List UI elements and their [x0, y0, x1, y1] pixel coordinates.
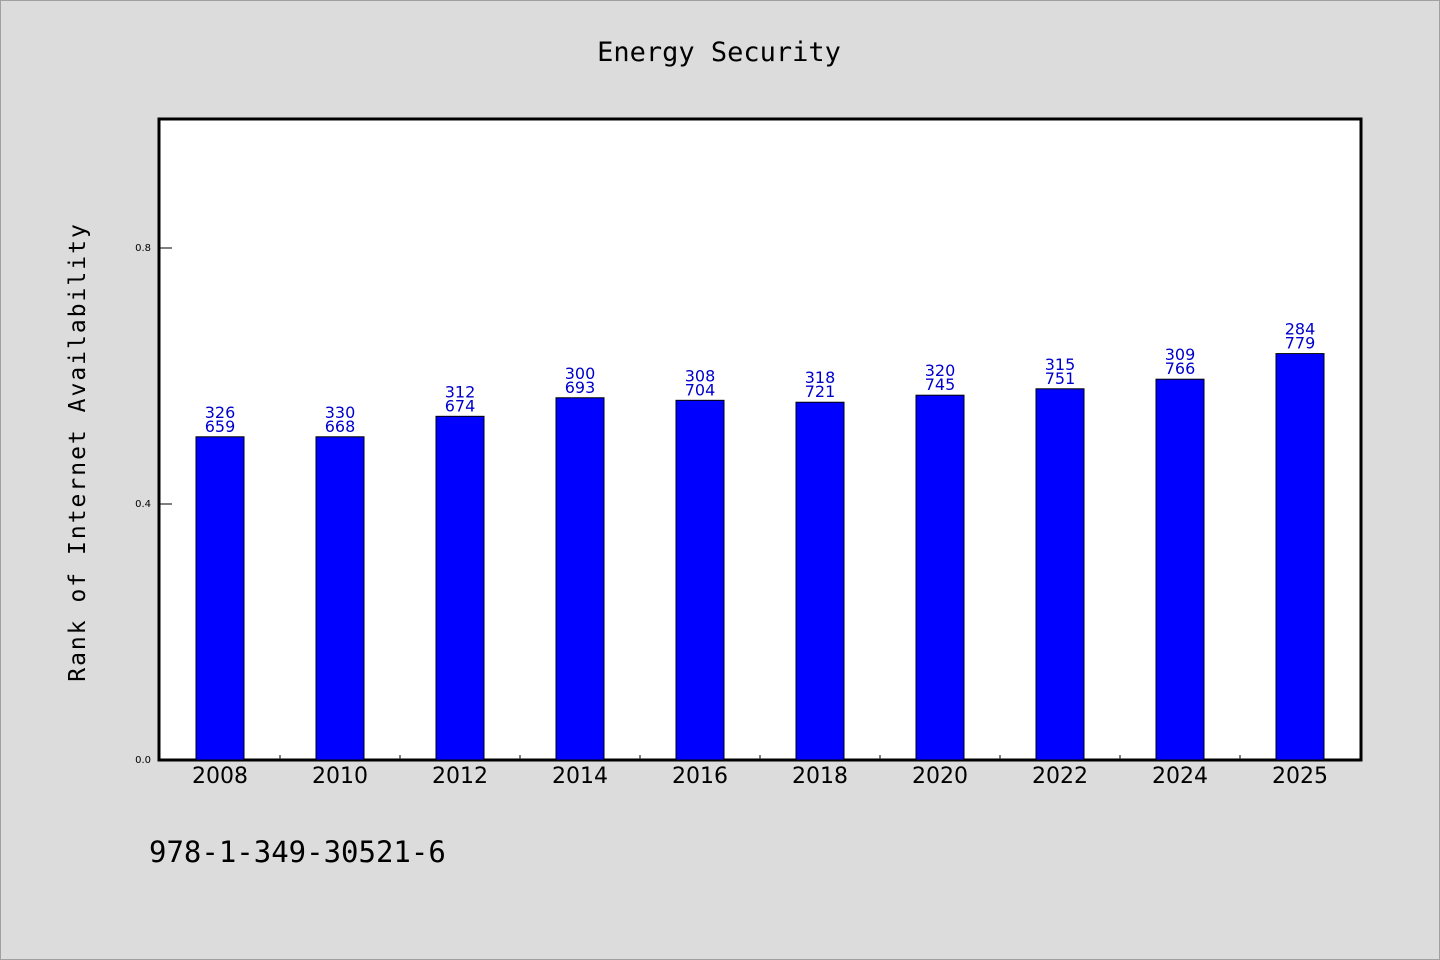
bar-label-top-2012: 312: [445, 382, 476, 401]
bar-label-top-2010: 330: [325, 403, 356, 422]
bar-label-bottom-2008: 659: [205, 417, 236, 436]
x-tick-label-2016: 2016: [672, 764, 728, 789]
bar-2024: [1155, 378, 1205, 761]
x-tick-label-2024: 2024: [1152, 764, 1208, 789]
x-tick-label-2014: 2014: [552, 764, 608, 789]
bar-2008: [195, 436, 245, 761]
bar-label-top-2024: 309: [1165, 345, 1196, 364]
bar-2016: [675, 399, 725, 761]
bar-label-bottom-2012: 674: [445, 396, 476, 415]
bar-label-bottom-2014: 693: [565, 378, 596, 397]
bar-2010: [315, 436, 365, 761]
y-tick-label: 0.0: [135, 755, 151, 766]
bar-label-bottom-2016: 704: [685, 380, 716, 399]
bar-2012: [435, 415, 485, 761]
bar-label-top-2022: 315: [1045, 355, 1076, 374]
bar-label-bottom-2022: 751: [1045, 369, 1076, 388]
x-tick-label-2022: 2022: [1032, 764, 1088, 789]
bar-label-top-2025: 284: [1285, 320, 1316, 339]
bar-2014: [555, 397, 605, 761]
bar-2022: [1035, 388, 1085, 761]
y-axis-label: Rank of Internet Availability: [65, 222, 91, 682]
y-tick-label: 0.8: [135, 243, 151, 254]
ticks-layer: 2008 2010 2012 2014 2016 2018 2020 2022 2024 2025…: [135, 243, 1328, 789]
bar-label-bottom-2024: 766: [1165, 359, 1196, 378]
bar-label-bottom-2018: 721: [805, 382, 836, 401]
bar-2020: [915, 394, 965, 761]
x-tick-label-2018: 2018: [792, 764, 848, 789]
bar-label-top-2018: 318: [805, 368, 836, 387]
bar-label-top-2016: 308: [685, 366, 716, 385]
bar-2025: [1275, 353, 1325, 761]
bar-2018: [795, 401, 845, 761]
x-tick-label-2008: 2008: [192, 764, 248, 789]
bar-label-bottom-2025: 779: [1285, 334, 1316, 353]
x-tick-label-2012: 2012: [432, 764, 488, 789]
bar-label-top-2014: 300: [565, 364, 596, 383]
bar-label-top-2020: 320: [925, 361, 956, 380]
bar-label-bottom-2010: 668: [325, 417, 356, 436]
bars-layer: 3266593306683126743006933087043187213207…: [195, 320, 1325, 761]
bar-label-bottom-2020: 745: [925, 375, 956, 394]
y-tick-label: 0.4: [135, 499, 151, 510]
x-tick-label-2025: 2025: [1272, 764, 1328, 789]
footnote-isbn: 978-1-349-30521-6: [149, 835, 446, 869]
x-tick-label-2020: 2020: [912, 764, 968, 789]
bar-label-top-2008: 326: [205, 403, 236, 422]
chart-title: Energy Security: [597, 37, 841, 68]
x-tick-label-2010: 2010: [312, 764, 368, 789]
